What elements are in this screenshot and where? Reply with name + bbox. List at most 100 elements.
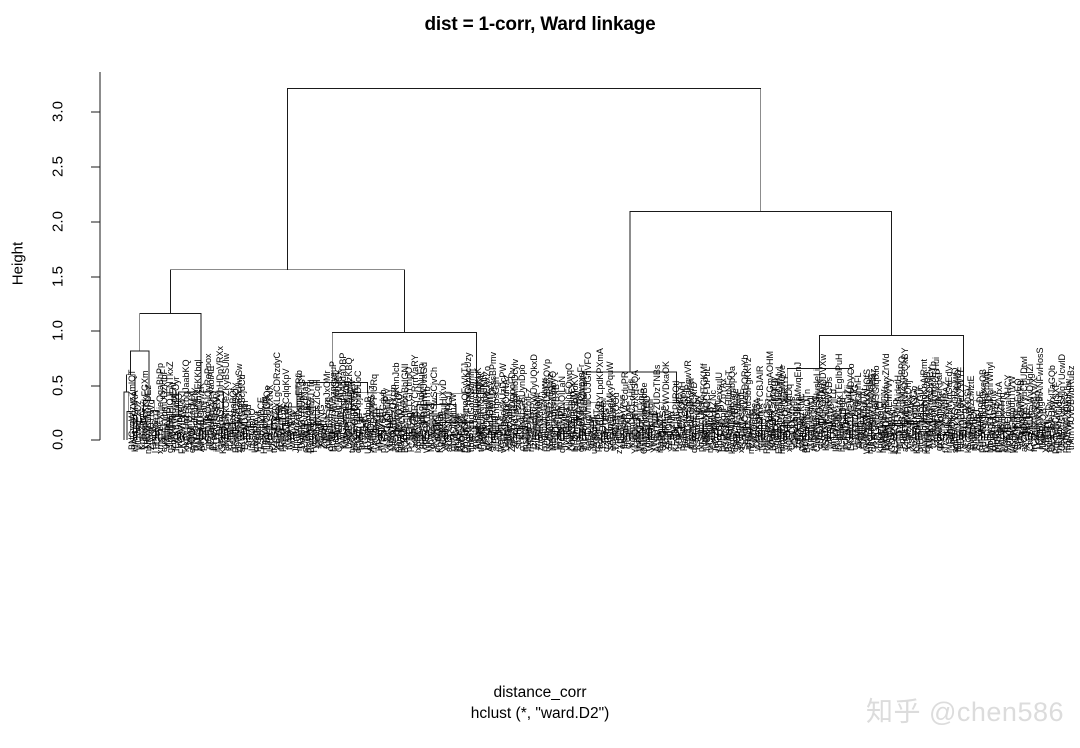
dendrogram-branch [296, 382, 368, 407]
dendrogram-branch [930, 433, 935, 440]
dendrogram-branch [280, 428, 285, 440]
dendrogram-branch [249, 434, 254, 440]
dendrogram-branch [183, 433, 188, 440]
dendrogram-branch [874, 435, 879, 440]
dendrogram-branch [690, 426, 696, 440]
dendrogram-branch [282, 423, 290, 433]
dendrogram-branch [732, 434, 737, 440]
dendrogram-branch [644, 401, 709, 415]
dendrogram-branch [338, 423, 349, 433]
dendrogram-branch [593, 420, 615, 429]
dendrogram-branch [905, 432, 910, 440]
dendrogram-branch [641, 430, 646, 440]
dendrogram-branch [712, 422, 747, 429]
dendrogram-branch [373, 428, 379, 440]
dendrogram-branch [502, 408, 531, 426]
dendrogram-branch [139, 422, 144, 440]
dendrogram-branch [682, 431, 687, 440]
dendrogram-branch [726, 432, 731, 440]
dendrogram-branch [969, 426, 976, 440]
dendrogram-branch [206, 414, 241, 423]
dendrogram-branch [327, 435, 332, 440]
dendrogram-branch [293, 431, 298, 440]
dendrogram-branch [165, 423, 174, 433]
dendrogram-branch [891, 423, 918, 427]
dendrogram-branch [1006, 435, 1011, 440]
dendrogram-branch [307, 429, 315, 435]
dendrogram-branch [169, 416, 188, 428]
dendrogram-branch [996, 434, 1001, 440]
dendrogram-branch [420, 422, 428, 432]
dendrogram-branch [375, 419, 391, 430]
dendrogram-branch [321, 429, 326, 440]
dendrogram-branch [855, 426, 860, 440]
dendrogram-branch [344, 428, 351, 440]
dendrogram-branch [437, 422, 475, 428]
dendrogram-branch [409, 432, 414, 440]
dendrogram-branch [794, 429, 802, 434]
dendrogram-branch [625, 417, 640, 430]
dendrogram-branch [958, 431, 963, 440]
dendrogram-branch [610, 433, 615, 440]
dendrogram-branch [748, 433, 753, 440]
dendrogram-branch [478, 433, 485, 440]
dendrogram-branch [170, 431, 175, 440]
dendrogram-branch [657, 433, 662, 440]
dendrogram-branch [967, 420, 981, 432]
dendrogram-branch [861, 423, 866, 440]
dendrogram-branch [987, 434, 992, 440]
dendrogram-branch [359, 432, 364, 440]
dendrogram-branch [674, 426, 685, 432]
dendrogram-branch [544, 430, 549, 440]
dendrogram-branch [952, 433, 957, 440]
dendrogram-branch [820, 430, 825, 440]
dendrogram-branch [123, 391, 130, 440]
dendrogram-branch [571, 419, 583, 429]
dendrogram-branch [767, 431, 772, 440]
dendrogram-branch [208, 429, 214, 440]
dendrogram-branch [924, 432, 929, 440]
dendrogram-branch [512, 434, 517, 440]
dendrogram-branch [274, 430, 279, 440]
dendrogram-branch [558, 428, 565, 440]
dendrogram-branch [531, 431, 536, 440]
dendrogram-branch [176, 432, 181, 440]
dendrogram-branch [436, 393, 518, 410]
dendrogram-branch [261, 434, 266, 440]
dendrogram-branch [717, 430, 723, 440]
dendrogram-branch [418, 430, 423, 440]
dendrogram-branch [140, 417, 147, 440]
dendrogram-branch [845, 429, 850, 440]
dendrogram-branch [734, 432, 740, 440]
dendrogram-branch [550, 428, 555, 440]
dendrogram-branch [626, 432, 631, 440]
dendrogram-branch [842, 391, 862, 410]
dendrogram-branch [343, 409, 360, 424]
dendrogram-branch [286, 88, 762, 270]
dendrogram-branch [918, 432, 923, 440]
dendrogram-branch [572, 432, 577, 440]
dendrogram-branch [425, 430, 430, 440]
dendrogram-branch [143, 399, 155, 419]
dendrogram-branch [698, 434, 703, 440]
dendrogram-branch [384, 434, 389, 440]
dendrogram-branch [811, 430, 817, 440]
dendrogram-branch [533, 424, 541, 433]
dendrogram-branch [443, 432, 448, 440]
dendrogram-branch [192, 434, 197, 440]
dendrogram-branch [805, 427, 810, 440]
dendrogram-branch [556, 432, 561, 440]
dendrogram-branch [164, 426, 169, 440]
dendrogram-branch [670, 434, 675, 440]
dendrogram-branch [1046, 431, 1051, 440]
dendrogram-branch [758, 411, 772, 421]
dendrogram-branch [973, 416, 1033, 427]
dendrogram-branch [798, 432, 803, 440]
dendrogram-branch [648, 427, 653, 440]
dendrogram-branch [352, 430, 357, 440]
dendrogram-branch [566, 430, 571, 440]
dendrogram-branch [635, 431, 640, 440]
dendrogram-branch [813, 423, 824, 432]
dendrogram-branch [854, 402, 868, 417]
dendrogram-branch [676, 433, 681, 440]
